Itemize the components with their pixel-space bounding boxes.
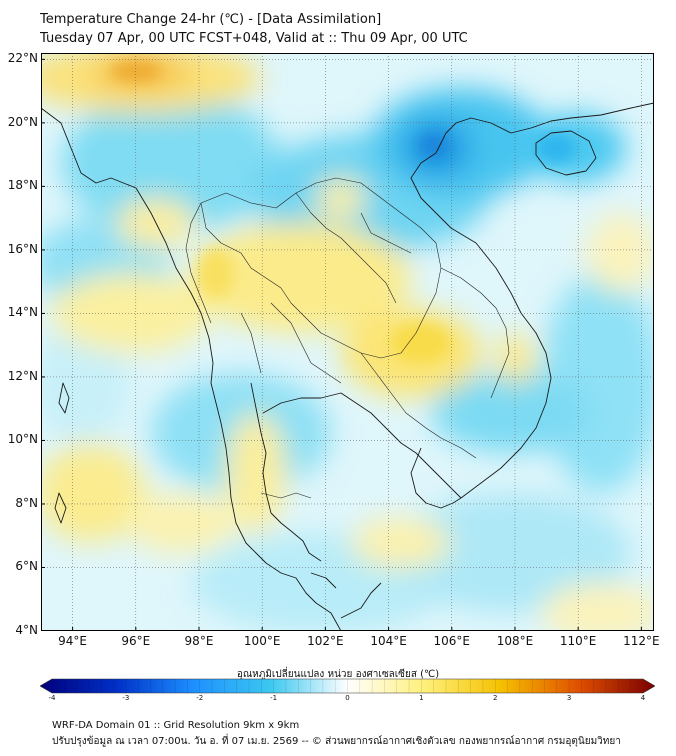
axis-ticks bbox=[41, 58, 642, 631]
colorbar-tick-label: -4 bbox=[48, 694, 56, 702]
anomaly-shading bbox=[41, 53, 654, 631]
temperature-change-map bbox=[41, 53, 654, 631]
colorbar-tick-label: -1 bbox=[270, 694, 278, 702]
latitude-label: 4°N bbox=[15, 623, 38, 637]
anomaly-cores bbox=[111, 61, 576, 363]
colorbar-tick-label: 3 bbox=[566, 694, 572, 702]
model-info: WRF-DA Domain 01 :: Grid Resolution 9km … bbox=[52, 720, 300, 731]
longitude-label: 106°E bbox=[433, 634, 471, 648]
credit-line: ปรับปรุงข้อมูล ณ เวลา 07:00น. วัน อ. ที่… bbox=[52, 736, 621, 747]
colorbar-tick-label: 2 bbox=[493, 694, 498, 702]
latitude-label: 22°N bbox=[7, 51, 38, 66]
latitude-label: 16°N bbox=[7, 241, 38, 256]
map-subtitle: Tuesday 07 Apr, 00 UTC FCST+048, Valid a… bbox=[40, 31, 468, 46]
latitude-label: 20°N bbox=[7, 114, 38, 129]
longitude-label: 112°E bbox=[623, 634, 660, 648]
colorbar-tick-label: -2 bbox=[196, 694, 204, 702]
longitude-label: 104°E bbox=[370, 634, 407, 648]
country-borders bbox=[185, 177, 510, 499]
longitude-label: 108°E bbox=[496, 634, 534, 648]
colorbar bbox=[39, 678, 656, 694]
longitude-label: 100°E bbox=[243, 634, 281, 648]
latitude-label: 18°N bbox=[7, 178, 38, 193]
colorbar-tick-label: -3 bbox=[122, 694, 130, 702]
colorbar-tick-label: 0 bbox=[345, 694, 350, 702]
colorbar-title: อุณหภูมิเปลี่ยนแปลง หน่วย องศาเซลเซียส (… bbox=[236, 669, 440, 680]
map-title: Temperature Change 24-hr (℃) - [Data Ass… bbox=[40, 12, 382, 27]
latitude-label: 6°N bbox=[15, 559, 38, 574]
longitude-label: 94°E bbox=[58, 634, 88, 648]
graticule bbox=[41, 53, 654, 631]
longitude-label: 110°E bbox=[559, 634, 597, 648]
colorbar-tick-label: 1 bbox=[419, 694, 424, 702]
map-frame bbox=[41, 53, 654, 631]
latitude-label: 10°N bbox=[7, 432, 38, 447]
colorbar-tick-label: 4 bbox=[640, 694, 646, 702]
coastlines bbox=[41, 102, 654, 631]
latitude-label: 14°N bbox=[7, 305, 38, 320]
latitude-label: 8°N bbox=[15, 495, 38, 510]
longitude-label: 98°E bbox=[184, 634, 214, 648]
longitude-label: 102°E bbox=[307, 634, 344, 648]
latitude-label: 12°N bbox=[7, 368, 38, 383]
longitude-label: 96°E bbox=[121, 634, 151, 648]
